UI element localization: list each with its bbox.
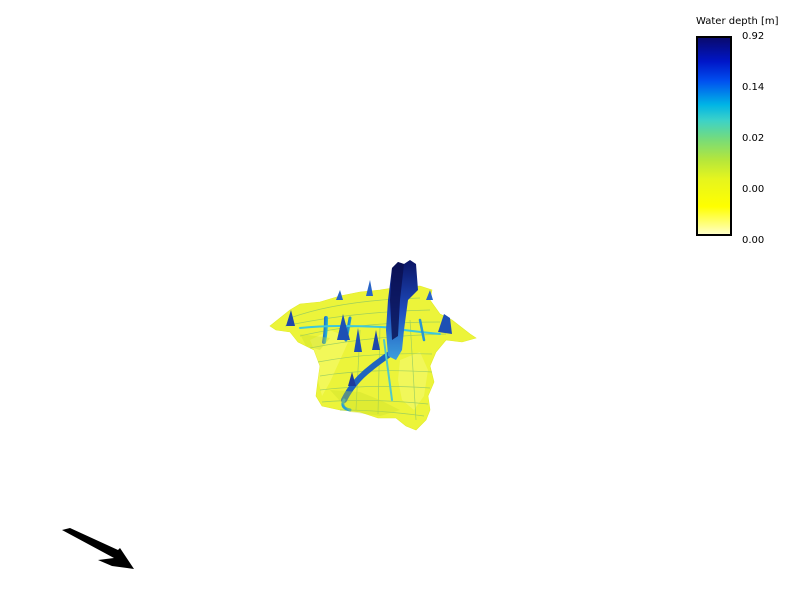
legend-colorbar [696, 36, 732, 236]
peak-small-7 [438, 314, 452, 334]
direction-arrow-icon [62, 528, 134, 569]
legend-tick-max: 0.92 [742, 31, 765, 42]
water-channels [299, 316, 441, 412]
legend-title: Water depth [m] [696, 16, 779, 27]
legend-tick-min: 0.00 [742, 235, 765, 246]
peak-small-6 [372, 330, 380, 350]
peak-small-4 [366, 280, 373, 296]
deep-water-peaks [286, 260, 452, 386]
peak-small-9 [348, 372, 356, 386]
legend-tick-mid: 0.02 [742, 133, 765, 144]
peak-small-2 [337, 314, 350, 340]
peak-small-3 [336, 290, 343, 300]
legend-tick-low: 0.00 [742, 184, 765, 195]
color-legend: Water depth [m] 0.92 0.14 0.02 0.00 0.00 [690, 14, 800, 254]
legend-tick-high: 0.14 [742, 82, 765, 93]
peak-small-1 [286, 310, 295, 326]
terrain-shading [300, 334, 400, 416]
peak-small-5 [354, 328, 362, 352]
peak-small-8 [426, 290, 433, 300]
